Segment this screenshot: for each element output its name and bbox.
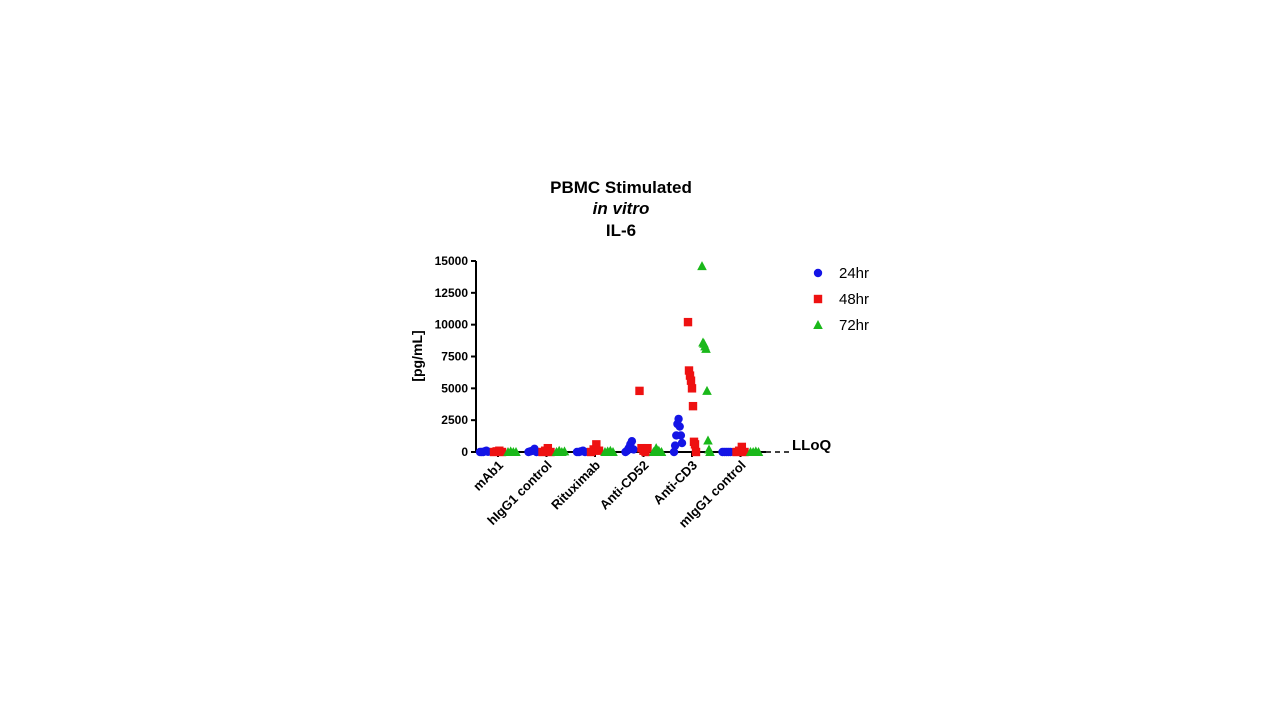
x-tick-label: Anti-CD3 bbox=[650, 458, 700, 508]
point-48hr bbox=[686, 376, 696, 385]
legend-label-24hr: 24hr bbox=[839, 265, 869, 282]
point-72hr bbox=[703, 435, 713, 445]
point-24hr bbox=[674, 414, 683, 424]
y-tick-label: 0 bbox=[461, 445, 468, 459]
point-48hr bbox=[684, 366, 694, 375]
y-tick-label: 7500 bbox=[441, 350, 468, 364]
y-tick-label: 15000 bbox=[435, 254, 469, 268]
point-72hr bbox=[753, 447, 764, 456]
legend-marker-72hr bbox=[813, 320, 823, 329]
legend-label-72hr: 72hr bbox=[839, 317, 869, 334]
point-48hr bbox=[687, 384, 697, 393]
x-tick-label: mAb1 bbox=[470, 458, 506, 494]
point-48hr bbox=[737, 442, 747, 452]
point-48hr bbox=[690, 440, 700, 449]
chart-title-line-2: in vitro bbox=[593, 199, 650, 218]
legend-marker-24hr bbox=[813, 268, 823, 278]
y-tick-label: 2500 bbox=[441, 413, 468, 427]
point-72hr bbox=[656, 447, 667, 456]
point-24hr bbox=[669, 447, 679, 457]
point-72hr bbox=[559, 446, 570, 456]
point-24hr bbox=[676, 431, 686, 440]
axes: 0250050007500100001250015000LLoQmAb1hIgG… bbox=[435, 254, 832, 530]
point-24hr bbox=[629, 445, 638, 454]
lloq-label: LLoQ bbox=[792, 437, 831, 454]
x-tick-label: Rituximab bbox=[548, 457, 603, 512]
legend: 24hr 48hr 72hr bbox=[813, 265, 869, 334]
point-48hr bbox=[592, 440, 601, 449]
point-48hr bbox=[691, 447, 701, 457]
chart-title-line-3: IL-6 bbox=[606, 221, 636, 240]
point-24hr bbox=[627, 436, 637, 446]
point-72hr bbox=[705, 447, 715, 456]
point-24hr bbox=[675, 422, 684, 431]
y-axis-label: [pg/mL] bbox=[409, 330, 425, 381]
point-72hr bbox=[701, 343, 711, 353]
point-72hr bbox=[697, 261, 707, 271]
point-48hr bbox=[740, 447, 749, 457]
point-48hr bbox=[546, 447, 555, 457]
point-48hr bbox=[497, 447, 507, 457]
point-48hr bbox=[594, 446, 604, 455]
y-tick-label: 10000 bbox=[435, 318, 469, 332]
point-48hr bbox=[683, 317, 693, 327]
point-72hr bbox=[608, 447, 618, 456]
point-48hr bbox=[635, 386, 644, 396]
point-48hr bbox=[685, 371, 695, 380]
point-72hr bbox=[702, 385, 712, 395]
point-48hr bbox=[688, 401, 698, 411]
point-48hr bbox=[589, 445, 598, 454]
y-tick-label: 5000 bbox=[441, 381, 468, 395]
point-48hr bbox=[643, 443, 652, 453]
point-72hr bbox=[511, 447, 521, 456]
legend-marker-48hr bbox=[813, 294, 823, 304]
chart-title-line-1: PBMC Stimulated bbox=[550, 178, 692, 197]
x-tick-label: Anti-CD52 bbox=[597, 458, 652, 513]
chart-title: PBMC Stimulated in vitro IL-6 bbox=[550, 178, 692, 240]
point-24hr bbox=[670, 441, 680, 450]
y-tick-label: 12500 bbox=[435, 286, 469, 300]
data-points bbox=[475, 261, 764, 457]
point-24hr bbox=[677, 438, 687, 448]
legend-label-48hr: 48hr bbox=[839, 291, 869, 308]
